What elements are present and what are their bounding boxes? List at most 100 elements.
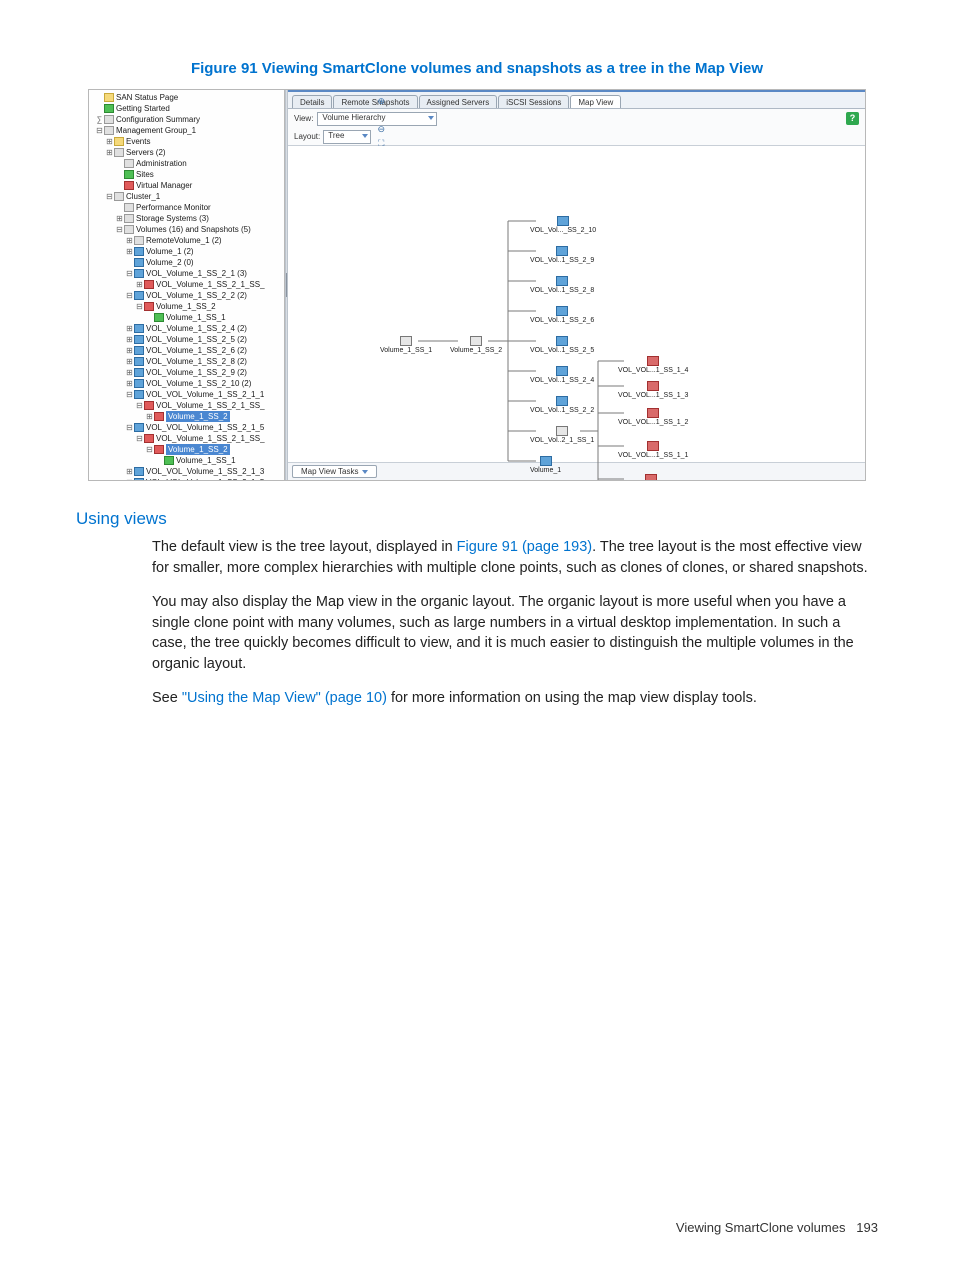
map-node-label: VOL_Vol..1_SS_2_9: [530, 257, 594, 265]
tree-item[interactable]: ∑Configuration Summary: [91, 114, 282, 125]
tree-label: SAN Status Page: [116, 92, 178, 103]
tree-label: VOL_Volume_1_SS_2_1_SS_: [156, 400, 265, 411]
map-node[interactable]: Volume_1_SS_2: [450, 336, 502, 355]
tree-item[interactable]: ⊟Management Group_1: [91, 125, 282, 136]
tree-item[interactable]: Performance Monitor: [91, 202, 282, 213]
map-view-ref-link[interactable]: "Using the Map View" (page 10): [182, 690, 387, 706]
tree-item[interactable]: ⊟VOL_Volume_1_SS_2_1_SS_: [91, 433, 282, 444]
map-node[interactable]: VOL_Vol..1_SS_2_4: [530, 366, 594, 385]
tab-iscsi-sessions[interactable]: iSCSI Sessions: [498, 95, 569, 108]
map-node[interactable]: VOL_Vol..1_SS_2_5: [530, 336, 594, 355]
tree-item[interactable]: ⊟VOL_Volume_1_SS_2_2 (2): [91, 290, 282, 301]
view-select[interactable]: Volume Hierarchy: [317, 112, 437, 126]
tree-label: Volumes (16) and Snapshots (5): [136, 224, 251, 235]
tree-item[interactable]: ⊞Servers (2): [91, 147, 282, 158]
tree-item[interactable]: ⊟VOL_VOL_Volume_1_SS_2_1_5: [91, 422, 282, 433]
tree-item[interactable]: ⊟Volume_1_SS_2: [91, 444, 282, 455]
tree-label: VOL_VOL_Volume_1_SS_2_1_3: [146, 466, 264, 477]
layout-select-value: Tree: [328, 131, 344, 140]
map-node[interactable]: VOL_Vol..1_SS_2_8: [530, 276, 594, 295]
tree-item[interactable]: ⊞VOL_VOL_Volume_1_SS_2_1_5: [91, 477, 282, 480]
volume-icon: [647, 441, 659, 451]
map-node[interactable]: Volume_1_SS_1: [380, 336, 432, 355]
map-node[interactable]: VOL_Vol..1_SS_2_2: [530, 396, 594, 415]
layout-select[interactable]: Tree: [323, 130, 371, 144]
tree-icon: [104, 126, 114, 135]
chevron-down-icon: [428, 116, 434, 120]
tree-item[interactable]: Volume_1_SS_1: [91, 455, 282, 466]
tree-item[interactable]: ⊞VOL_VOL_Volume_1_SS_2_1_3: [91, 466, 282, 477]
volume-icon: [647, 356, 659, 366]
tree-item[interactable]: ⊞Events: [91, 136, 282, 147]
volume-icon: [647, 408, 659, 418]
help-icon[interactable]: ?: [846, 112, 859, 125]
tree-item[interactable]: Volume_2 (0): [91, 257, 282, 268]
footer-text: Viewing SmartClone volumes: [676, 1220, 846, 1235]
tree-item[interactable]: ⊞VOL_Volume_1_SS_2_10 (2): [91, 378, 282, 389]
map-node[interactable]: Volume_1: [530, 456, 561, 475]
tree-label: Configuration Summary: [116, 114, 200, 125]
tree-icon: [134, 247, 144, 256]
tab-assigned-servers[interactable]: Assigned Servers: [419, 95, 498, 108]
volume-icon: [556, 396, 568, 406]
map-node[interactable]: VOL_VOL...1_SS_1_4: [618, 356, 688, 375]
map-node[interactable]: VOL_Vol..._SS_2_10: [530, 216, 596, 235]
tree-item[interactable]: ⊟Volume_1_SS_2: [91, 301, 282, 312]
tree-label: VOL_Volume_1_SS_2_9 (2): [146, 367, 247, 378]
tree-item[interactable]: ⊞Volume_1_SS_2: [91, 411, 282, 422]
tree-item[interactable]: ⊟VOL_VOL_Volume_1_SS_2_1_1: [91, 389, 282, 400]
tree-icon: [114, 137, 124, 146]
toolbar-icon-0[interactable]: ⊕: [374, 95, 388, 109]
tree-icon: [134, 368, 144, 377]
map-node[interactable]: VOL_Vol..1_SS_2_6: [530, 306, 594, 325]
tab-map-view[interactable]: Map View: [570, 95, 621, 108]
tree-item[interactable]: ⊞Storage Systems (3): [91, 213, 282, 224]
tree-item[interactable]: ⊟VOL_Volume_1_SS_2_1_SS_: [91, 400, 282, 411]
volume-icon: [556, 246, 568, 256]
map-node[interactable]: VOL_VOL...1_SS_1_1: [618, 441, 688, 460]
map-node[interactable]: VOL_Vol..1_SS_2_9: [530, 246, 594, 265]
p3-text-a: See: [152, 690, 182, 706]
tree-item[interactable]: Sites: [91, 169, 282, 180]
tree-item[interactable]: ⊟Volumes (16) and Snapshots (5): [91, 224, 282, 235]
volume-icon: [647, 381, 659, 391]
map-canvas[interactable]: Volume_1_SS_1 Volume_1_SS_2 VOL_Vol..._SS_…: [288, 146, 865, 462]
tree-item[interactable]: ⊞VOL_Volume_1_SS_2_6 (2): [91, 345, 282, 356]
tree-item[interactable]: Getting Started: [91, 103, 282, 114]
tree-icon: [154, 412, 164, 421]
tree-item[interactable]: ⊞RemoteVolume_1 (2): [91, 235, 282, 246]
p1-text-a: The default view is the tree layout, dis…: [152, 539, 457, 555]
tree-item[interactable]: ⊞Volume_1 (2): [91, 246, 282, 257]
tree-icon: [104, 93, 114, 102]
tree-item[interactable]: ⊞VOL_Volume_1_SS_2_5 (2): [91, 334, 282, 345]
paragraph-3: See "Using the Map View" (page 10) for m…: [152, 688, 878, 709]
tab-details[interactable]: Details: [292, 95, 332, 108]
map-node-label: VOL_Vol..1_SS_2_5: [530, 347, 594, 355]
tree-label: VOL_VOL_Volume_1_SS_2_1_1: [146, 389, 264, 400]
tree-icon: [134, 467, 144, 476]
tree-item[interactable]: Virtual Manager: [91, 180, 282, 191]
map-node[interactable]: VOL_VOL...1_SS_1_2: [618, 408, 688, 427]
tree-item[interactable]: ⊞VOL_Volume_1_SS_2_9 (2): [91, 367, 282, 378]
tree-icon: [124, 159, 134, 168]
figure-ref-link[interactable]: Figure 91 (page 193): [457, 539, 592, 555]
tree-item[interactable]: ⊞VOL_Volume_1_SS_2_4 (2): [91, 323, 282, 334]
map-node-label: VOL_Vol..2_1_SS_1: [530, 437, 594, 445]
figure-caption: Figure 91 Viewing SmartClone volumes and…: [76, 60, 878, 77]
tree-item[interactable]: Administration: [91, 158, 282, 169]
tree-item[interactable]: SAN Status Page: [91, 92, 282, 103]
tree-item[interactable]: ⊟VOL_Volume_1_SS_2_1 (3): [91, 268, 282, 279]
footer-page-number: 193: [856, 1220, 878, 1235]
tree-label: RemoteVolume_1 (2): [146, 235, 222, 246]
map-node[interactable]: VOL_VOL...1_SS_1_3: [618, 381, 688, 400]
map-node[interactable]: VOL_Vol..2_1_SS_1: [530, 426, 594, 445]
tree-icon: [134, 335, 144, 344]
tree-item[interactable]: ⊟Cluster_1: [91, 191, 282, 202]
tree-label: Storage Systems (3): [136, 213, 209, 224]
tree-item[interactable]: Volume_1_SS_1: [91, 312, 282, 323]
tree-icon: [124, 181, 134, 190]
map-node[interactable]: VOL_Vol...1_SS_2_1: [618, 474, 684, 481]
tree-item[interactable]: ⊞VOL_Volume_1_SS_2_1_SS_: [91, 279, 282, 290]
body-text: The default view is the tree layout, dis…: [152, 537, 878, 709]
tree-item[interactable]: ⊞VOL_Volume_1_SS_2_8 (2): [91, 356, 282, 367]
